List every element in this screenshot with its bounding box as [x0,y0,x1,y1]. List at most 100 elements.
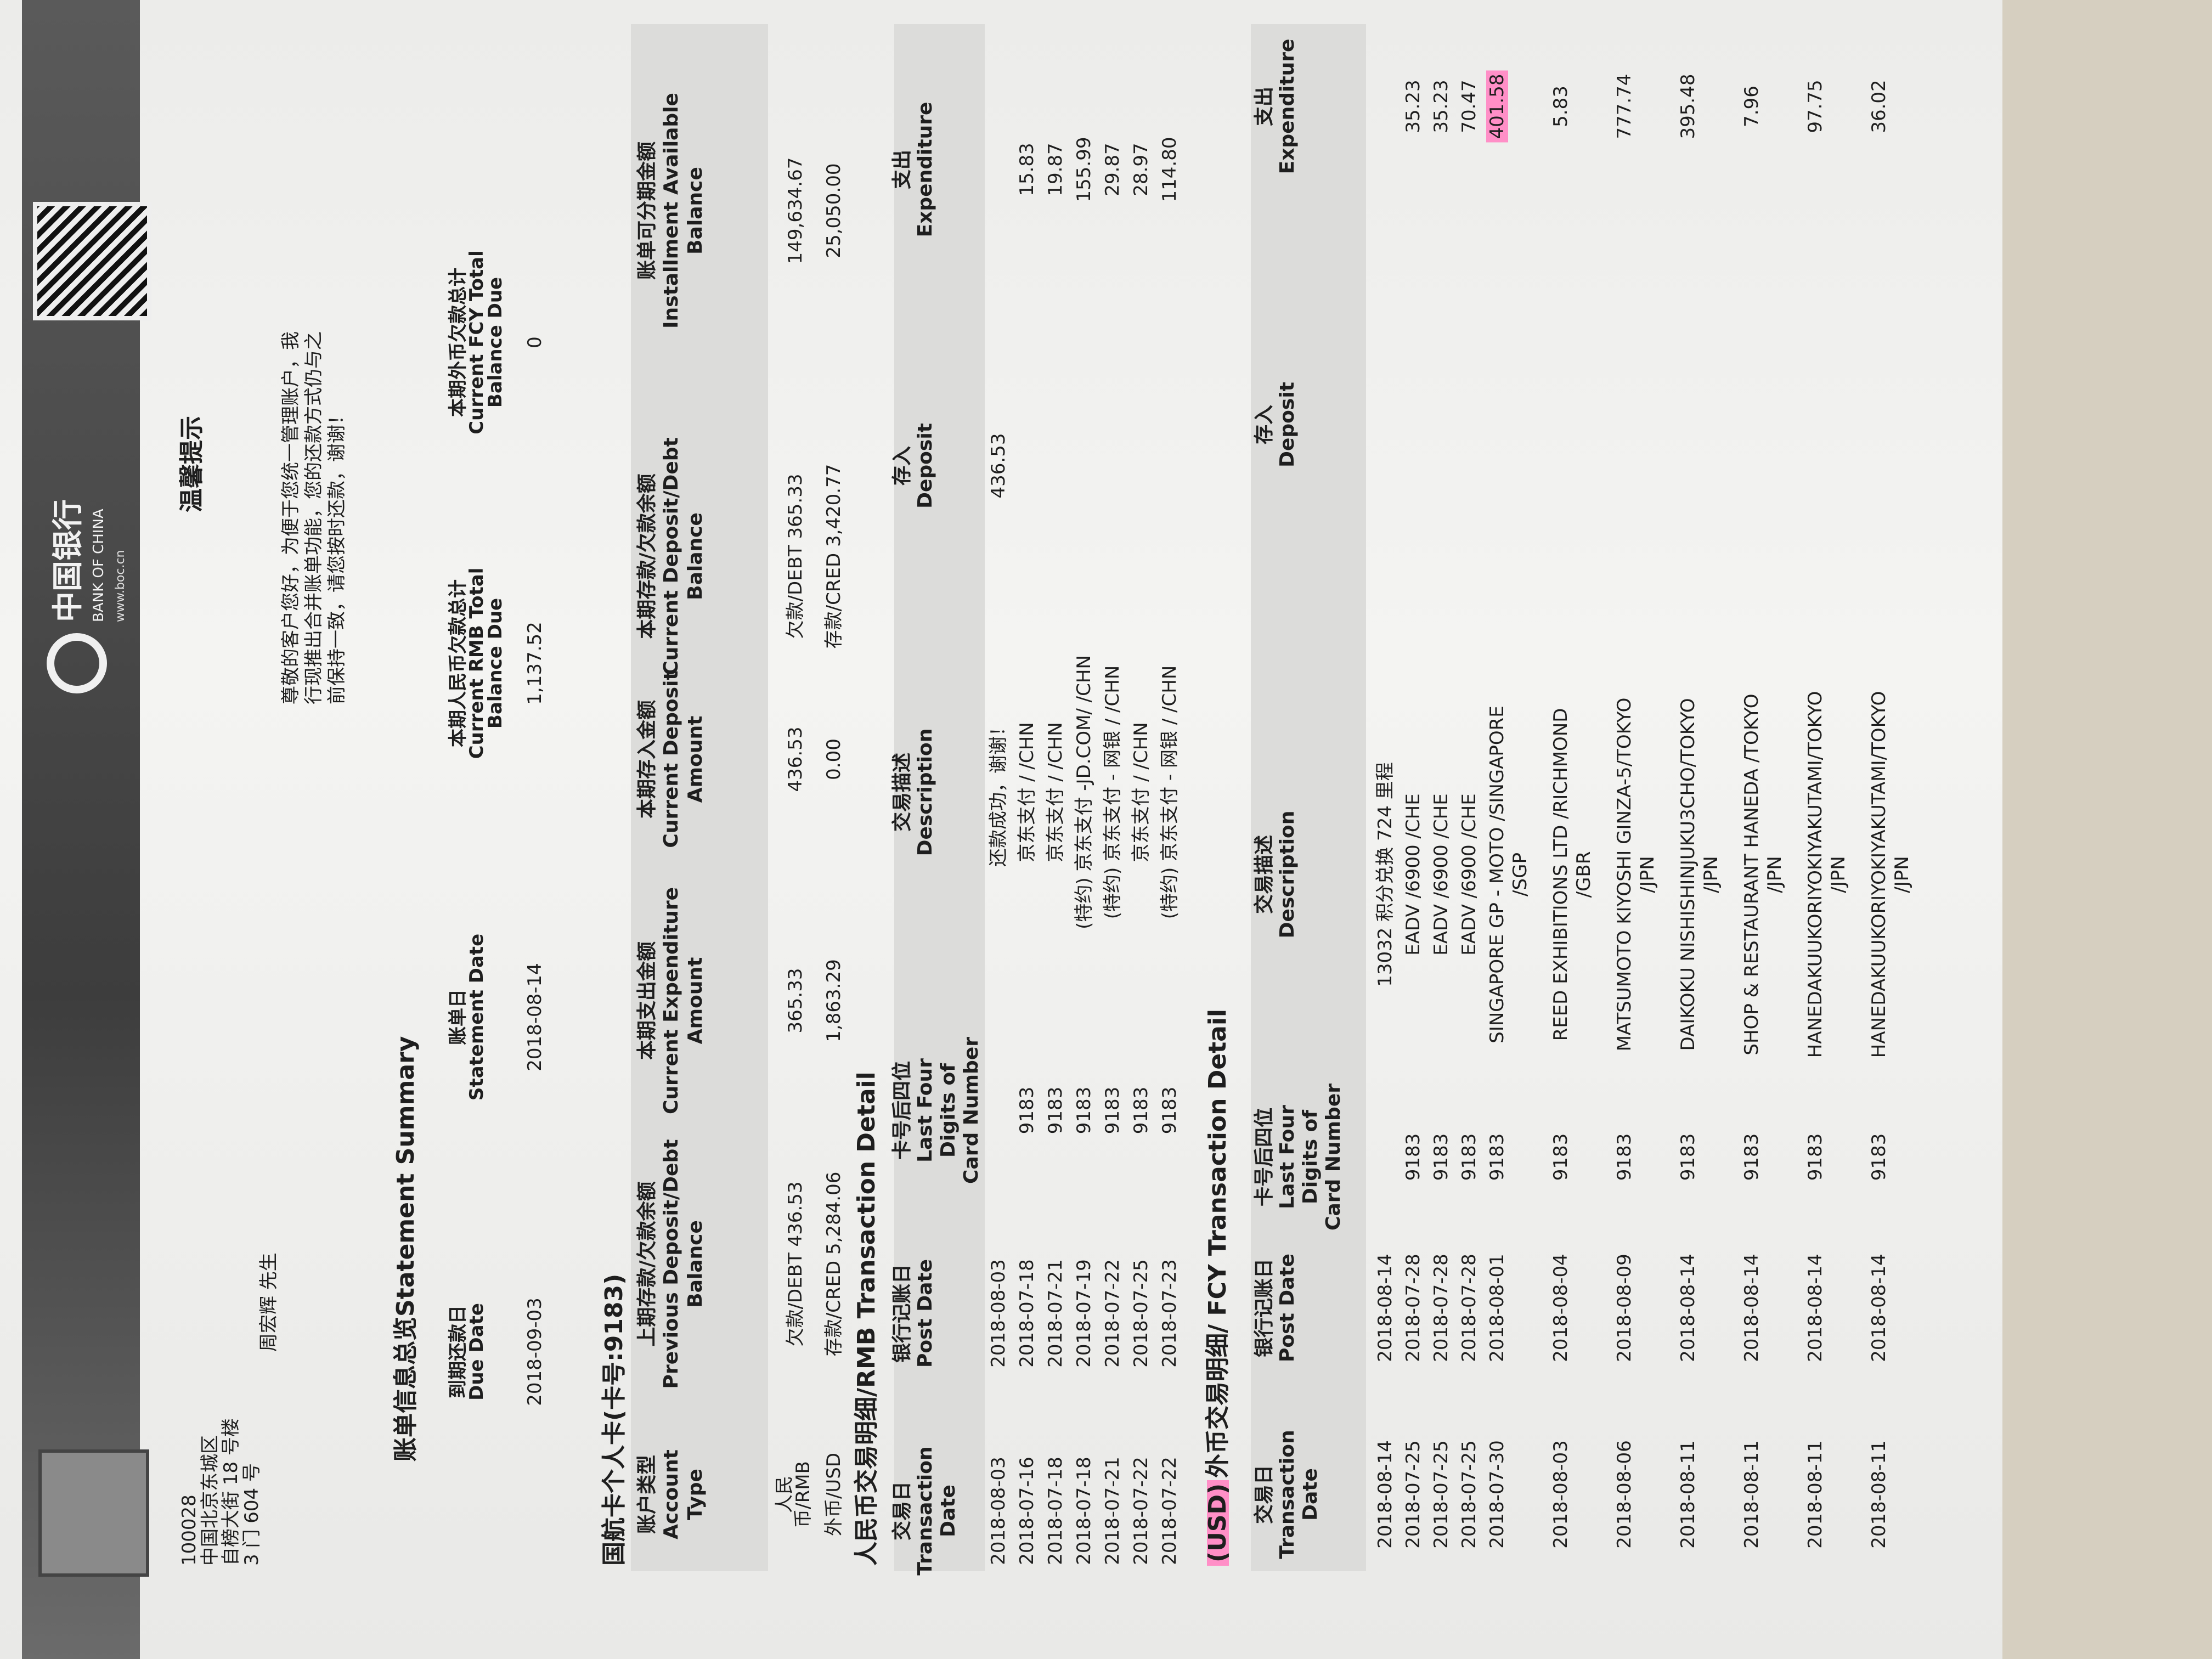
cell: 9183 [1016,1086,1038,1135]
cell: 2018-07-28 [1458,1254,1480,1362]
amount: 19.87 [1045,143,1066,196]
address-line: 100028 [178,1494,200,1566]
cell: 9183 [1102,1086,1124,1135]
cell: 2018-08-11 [1868,1440,1890,1549]
table-header: Digits of [937,1063,960,1158]
cell: 2018-07-22 [1130,1457,1152,1565]
cell: 9183 [1402,1133,1424,1181]
amount: 7.96 [1741,86,1763,127]
cell: 2018-08-03 [988,1259,1009,1368]
amount: 15.83 [1016,143,1038,196]
description: /GBR [1573,851,1595,898]
table-header: Post Date [914,1259,936,1368]
address-line: 中国北京东城区 [199,1435,221,1566]
account-header: 本期支出金额 [636,941,658,1060]
amount: 70.47 [1458,80,1480,133]
description: EADV /6900 /CHE [1430,793,1452,956]
amount: 777.74 [1613,74,1635,139]
table-header: Date [1299,1468,1322,1521]
table-header: Description [914,728,936,856]
amount: 35.23 [1430,80,1452,133]
cell: 9183 [1458,1133,1480,1181]
bank-logo [47,633,107,693]
table-header: Transaction [914,1446,936,1576]
bank-website: www.boc.cn [114,550,127,622]
cell: 2018-08-09 [1613,1254,1635,1362]
cell: 2018-08-04 [1550,1254,1572,1362]
account-cell: 436.53 [785,726,806,792]
table-header: Last Four [1276,1105,1299,1209]
cell: 2018-07-25 [1130,1259,1152,1368]
cell: 2018-07-28 [1402,1254,1424,1362]
table-header: 支出 [891,149,913,190]
table-header: 存入 [891,445,913,486]
cell: 2018-08-01 [1486,1254,1508,1362]
account-header: Type [684,1469,707,1520]
table-header: 交易日 [1253,1464,1276,1525]
cell: 2018-08-03 [988,1457,1009,1565]
account-cell: 149,634.67 [785,157,806,264]
cell: 2018-07-25 [1402,1440,1424,1549]
account-cell: 欠款/DEBT 365.33 [785,473,806,639]
description: (特约) 京东支付 - 网银 / /CHN [1102,665,1124,919]
cell: 2018-08-14 [1374,1254,1396,1362]
cell: 9183 [1159,1086,1181,1135]
table-header: Post Date [1276,1253,1299,1363]
description: (特约) 京东支付 - 网银 / /CHN [1159,665,1181,919]
cell: 2018-07-21 [1102,1457,1124,1565]
summary-value: 1,137.52 [524,622,546,705]
description: (特约) 京东支付 -JD.COM/ /CHN [1073,655,1095,929]
account-cell: 欠款/DEBT 436.53 [785,1181,806,1347]
description: REED EXHIBITIONS LTD /RICHMOND [1550,708,1572,1041]
description: DAIKOKU NISHISHINJUKU3CHO/TOKYO [1677,698,1699,1051]
recipient: 周宏辉 先生 [258,1252,280,1352]
description: EADV /6900 /CHE [1458,793,1480,956]
account-header: Current Expenditure [660,887,682,1115]
notice-text: 行现推出合并账单功能，您的还款方式仍与之 [303,331,325,704]
cell: 2018-07-21 [1045,1259,1066,1368]
amount: 436.53 [988,433,1009,499]
cell: 2018-07-16 [1016,1457,1038,1565]
cell: 9183 [1130,1086,1152,1135]
cell: 2018-08-14 [1741,1254,1763,1362]
amount: 5.83 [1550,86,1572,127]
notice-text: 前保持一致，请您按时还款，谢谢！ [326,406,348,704]
cell: 9183 [1045,1086,1066,1135]
cell: 2018-08-11 [1741,1440,1763,1549]
account-header: Current Deposit [660,670,682,848]
cell: 9183 [1550,1133,1572,1181]
table-header: 交易描述 [1253,834,1276,915]
summary-value: 2018-08-14 [524,963,546,1071]
account-type: 外币/USD [823,1452,845,1537]
account-cell: 1,863.29 [823,959,845,1042]
table-header: Expenditure [1276,38,1299,174]
description: 京东支付 / /CHN [1016,722,1038,862]
cell: 9183 [1868,1133,1890,1181]
description: MATSUMOTO KIYOSHI GINZA-5/TOKYO [1613,697,1635,1052]
amount: 155.99 [1073,137,1095,202]
address-line: 自榜大街 18 号楼 [220,1418,242,1566]
account-cell: 存款/CRED 3,420.77 [823,464,845,649]
account-cell: 365.33 [785,968,806,1034]
summary-header: Balance Due [484,597,506,729]
amount: 35.23 [1402,80,1424,133]
account-header: Balance [684,167,707,255]
notice-text: 尊敬的客户您好，为便于您统一管理账户，我 [280,331,302,704]
account-header: Previous Deposit/Debt [660,1139,682,1389]
summary-value: 2018-09-03 [524,1297,546,1406]
fcy-title-prefix: (USD) [1204,1480,1232,1566]
cell: 2018-07-25 [1430,1440,1452,1549]
account-header: Amount [684,715,707,803]
table-header: 支出 [1253,86,1276,127]
amount: 36.02 [1868,80,1890,133]
account-header: Account [660,1449,682,1539]
cell: 9183 [1486,1133,1508,1181]
account-header: Amount [684,957,707,1045]
cell: 2018-08-11 [1804,1440,1826,1549]
description: HANEDAKUUKORIYOKIYAKUTAMI/TOKYO [1868,691,1890,1058]
amount: 29.87 [1102,143,1124,196]
cell: 9183 [1430,1133,1452,1181]
cell: 2018-08-11 [1677,1440,1699,1549]
summary-header: Due Date [466,1303,488,1401]
